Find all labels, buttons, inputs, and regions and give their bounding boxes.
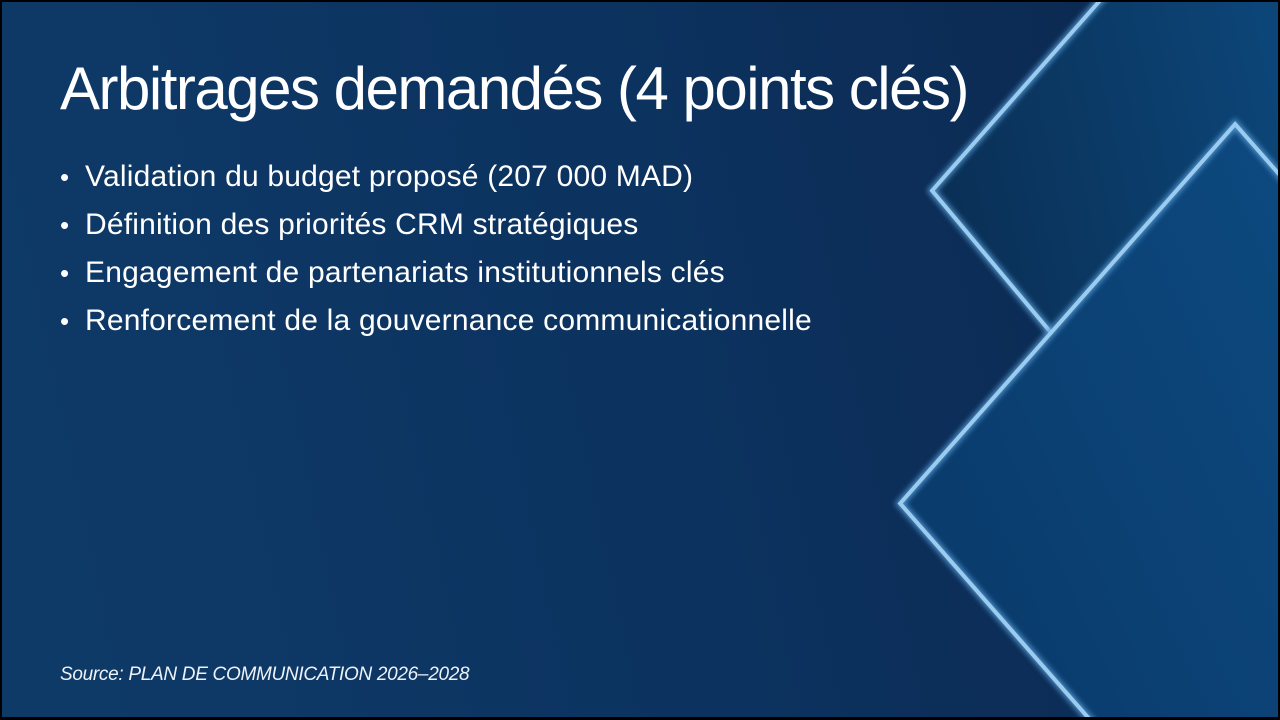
bullet-dot-icon: • <box>60 210 70 240</box>
bullet-dot-icon: • <box>60 306 70 336</box>
bullet-list: • Validation du budget proposé (207 000 … <box>60 153 812 345</box>
page-title: Arbitrages demandés (4 points clés) <box>60 55 969 122</box>
bullet-text: Validation du budget proposé (207 000 MA… <box>85 160 694 193</box>
bullet-text: Engagement de partenariats institutionne… <box>85 256 725 289</box>
source-note: Source: PLAN DE COMMUNICATION 2026–2028 <box>60 664 470 685</box>
bullet-item: • Engagement de partenariats institution… <box>60 249 812 297</box>
bullet-dot-icon: • <box>60 258 70 288</box>
diamond-shape-lower <box>900 124 1278 717</box>
bullet-text: Définition des priorités CRM stratégique… <box>85 208 639 241</box>
bullet-item: • Définition des priorités CRM stratégiq… <box>60 201 812 249</box>
bullet-item: • Validation du budget proposé (207 000 … <box>60 153 812 201</box>
bullet-text: Renforcement de la gouvernance communica… <box>85 304 812 337</box>
diamond-lower-outline <box>897 121 1278 717</box>
bullet-item: • Renforcement de la gouvernance communi… <box>60 297 812 345</box>
bullet-dot-icon: • <box>60 162 70 192</box>
